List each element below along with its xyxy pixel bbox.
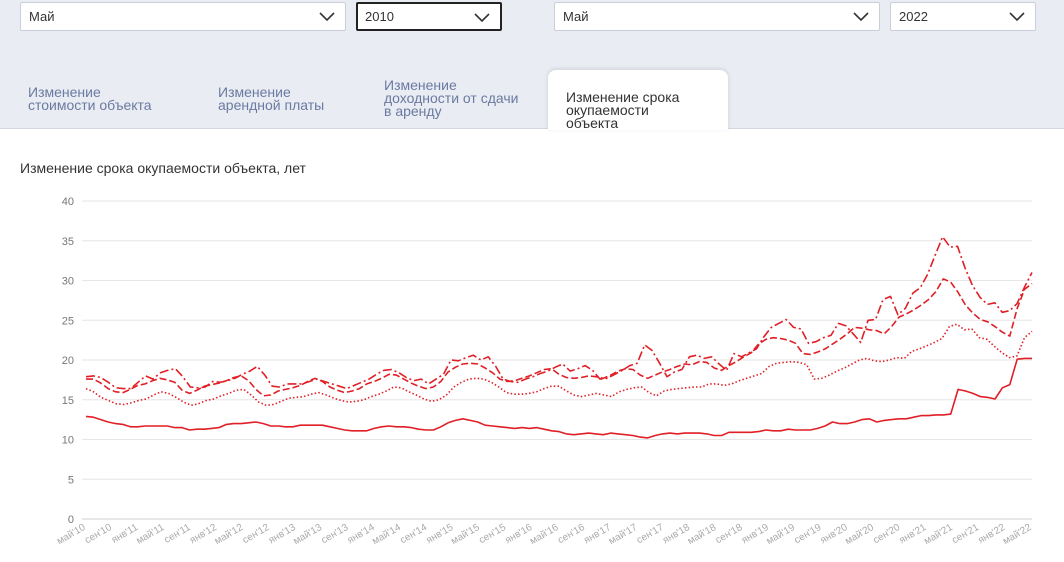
x-tick-label: май'21: [922, 522, 955, 547]
x-tick-label: сен'18: [714, 522, 745, 546]
y-tick-label: 40: [62, 196, 74, 208]
x-tick-label: сен'11: [163, 522, 193, 546]
x-tick-label: май'20: [843, 522, 876, 547]
end-year-value: 2022: [899, 9, 928, 24]
x-tick-label: сен'20: [871, 522, 902, 546]
chevron-down-icon: [474, 13, 490, 23]
x-tick-label: май'18: [686, 522, 719, 547]
x-tick-label: сен'10: [83, 522, 114, 546]
end-month-value: Май: [563, 9, 589, 24]
chevron-down-icon: [1009, 12, 1025, 22]
y-tick-label: 0: [68, 514, 74, 526]
series-line-dashed: [86, 278, 1033, 397]
x-tick-label: янв'11: [110, 522, 141, 546]
payback-line-chart: 0510152025303540май'10сен'10янв'11май'11…: [55, 196, 1034, 547]
tab-rental-yield[interactable]: Изменение доходности от сдачи в аренду: [384, 77, 519, 119]
end-month-select[interactable]: Май: [554, 2, 880, 31]
start-month-value: Май: [29, 9, 55, 24]
chevron-down-icon: [319, 12, 335, 22]
x-tick-label: сен'12: [241, 522, 272, 546]
series-line-dashdot: [85, 236, 1033, 390]
y-tick-label: 25: [62, 315, 74, 327]
y-tick-label: 20: [62, 355, 74, 367]
series-line-solid: [85, 357, 1032, 439]
x-tick-label: май'13: [292, 522, 325, 547]
end-year-select[interactable]: 2022: [890, 2, 1036, 31]
x-tick-label: сен'16: [556, 522, 587, 546]
y-tick-label: 10: [62, 435, 74, 447]
x-tick-label: сен'14: [398, 522, 429, 546]
x-tick-label: май'15: [449, 522, 482, 547]
x-tick-label: май'22: [1001, 522, 1034, 547]
x-tick-label: май'11: [135, 522, 167, 547]
tab-payback-period[interactable]: Изменение срока окупаемости объекта: [548, 70, 728, 130]
x-tick-label: сен'17: [635, 522, 666, 546]
x-tick-label: сен'15: [477, 522, 508, 546]
start-year-value: 2010: [365, 9, 394, 24]
y-tick-label: 35: [62, 236, 74, 248]
x-tick-label: май'14: [370, 522, 403, 547]
x-tick-label: сен'13: [320, 522, 351, 546]
x-tick-label: май'16: [528, 522, 561, 547]
x-tick-label: сен'21: [950, 522, 981, 546]
start-year-select[interactable]: 2010: [356, 2, 502, 31]
tab-rent[interactable]: Изменение арендной платы: [218, 84, 325, 113]
x-tick-label: май'19: [765, 522, 798, 547]
start-month-select[interactable]: Май: [20, 2, 346, 31]
tab-property-value[interactable]: Изменение стоимости объекта: [28, 84, 152, 113]
chart-title: Изменение срока окупаемости объекта, лет: [20, 160, 306, 176]
y-tick-label: 30: [62, 276, 74, 288]
tab-payback-label: Изменение срока окупаемости объекта: [566, 89, 680, 131]
x-tick-label: май'12: [213, 522, 246, 547]
x-tick-label: сен'19: [793, 522, 824, 546]
y-tick-label: 15: [62, 395, 74, 407]
x-tick-label: май'17: [607, 522, 640, 547]
y-tick-label: 5: [68, 474, 74, 486]
chevron-down-icon: [853, 12, 869, 22]
